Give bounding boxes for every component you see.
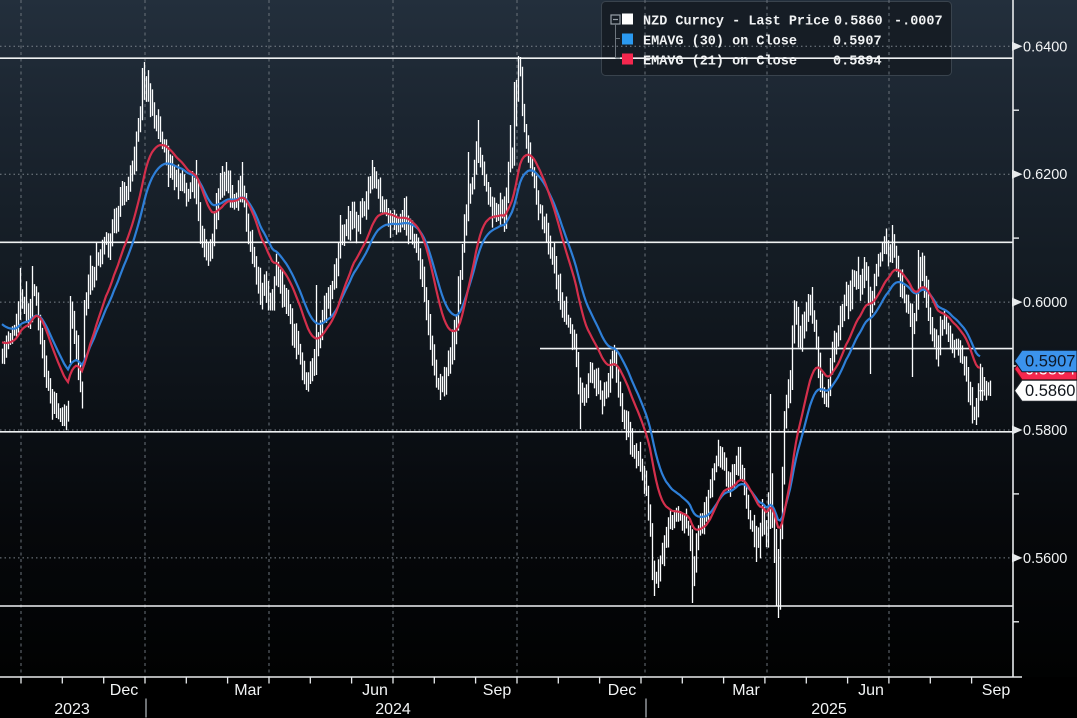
svg-text:0.5600: 0.5600	[1023, 551, 1067, 567]
svg-text:0.5907: 0.5907	[833, 35, 882, 50]
svg-text:Sep: Sep	[982, 682, 1011, 699]
svg-text:2023: 2023	[54, 701, 90, 718]
svg-text:0.6000: 0.6000	[1023, 295, 1067, 311]
svg-text:0.6400: 0.6400	[1023, 39, 1067, 55]
svg-text:Jun: Jun	[362, 682, 388, 699]
svg-text:2025: 2025	[811, 701, 847, 718]
svg-text:EMAVG (21) on Close: EMAVG (21) on Close	[643, 55, 797, 70]
svg-text:Dec: Dec	[110, 682, 138, 699]
svg-text:-.0007: -.0007	[894, 15, 943, 30]
svg-text:Mar: Mar	[732, 682, 760, 699]
svg-text:NZD Curncy - Last Price: NZD Curncy - Last Price	[643, 15, 829, 30]
svg-text:Dec: Dec	[608, 682, 636, 699]
svg-text:0.5800: 0.5800	[1023, 423, 1067, 439]
svg-text:0.5894: 0.5894	[833, 55, 882, 70]
svg-text:Jun: Jun	[858, 682, 884, 699]
svg-text:0.6200: 0.6200	[1023, 167, 1067, 183]
svg-text:Mar: Mar	[234, 682, 262, 699]
svg-text:0.5860: 0.5860	[834, 15, 883, 30]
svg-text:Sep: Sep	[483, 682, 512, 699]
svg-text:2024: 2024	[375, 701, 411, 718]
svg-text:EMAVG (30) on Close: EMAVG (30) on Close	[643, 35, 797, 50]
svg-text:0.5860: 0.5860	[1025, 382, 1075, 400]
svg-text:0.5907: 0.5907	[1025, 353, 1075, 371]
